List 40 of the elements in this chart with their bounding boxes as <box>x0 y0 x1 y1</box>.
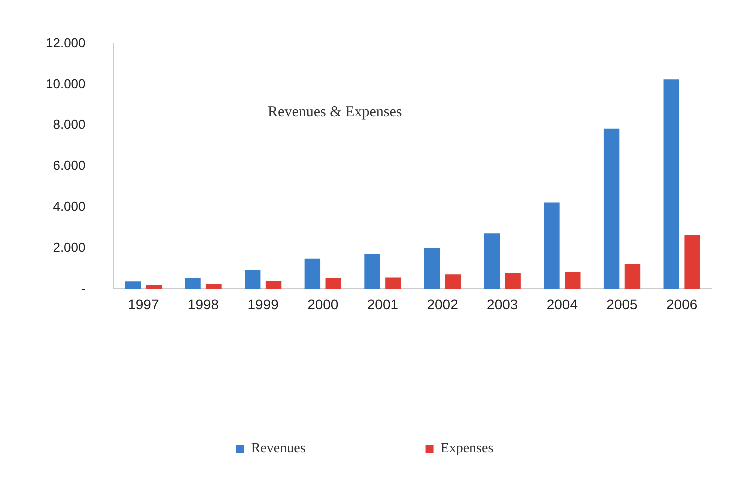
legend-label: Expenses <box>440 442 494 457</box>
bar <box>565 272 581 290</box>
bar <box>484 234 500 290</box>
bar <box>125 282 142 290</box>
x-tick-label: 1998 <box>188 296 220 312</box>
bar <box>544 202 560 290</box>
x-tick-label: 2004 <box>546 296 578 312</box>
bar <box>424 248 440 290</box>
bar <box>445 274 462 290</box>
bar <box>364 254 380 290</box>
bar <box>326 278 342 290</box>
bar <box>684 235 700 290</box>
bar <box>664 80 680 290</box>
bar <box>604 128 620 290</box>
text: Revenues & Expenses <box>268 104 402 120</box>
bar <box>624 264 641 290</box>
x-tick-label: 2003 <box>487 296 518 312</box>
bar <box>185 278 201 290</box>
y-tick-label: 6.000 <box>53 158 86 174</box>
x-tick-label: 2000 <box>308 296 339 312</box>
bar <box>386 278 402 290</box>
x-tick-label: 1999 <box>248 296 280 312</box>
x-tick-label: 2005 <box>606 296 638 312</box>
x-tick-label: 2006 <box>666 296 698 312</box>
y-tick-label: 2.000 <box>53 240 86 255</box>
bar <box>266 281 282 290</box>
y-tick-label: 12.000 <box>46 35 86 50</box>
bar <box>304 258 321 290</box>
y-tick-label: 4.000 <box>53 198 86 214</box>
bar <box>206 284 222 290</box>
y-tick-label: 10.000 <box>46 76 86 92</box>
legend-label: Revenues <box>251 442 306 457</box>
x-tick-label: 2002 <box>427 296 459 312</box>
x-tick-label: 1997 <box>128 296 160 312</box>
y-tick-label: 8.000 <box>53 117 86 132</box>
x-tick-label: 2001 <box>367 296 399 312</box>
bar <box>146 285 162 290</box>
bar <box>505 273 521 290</box>
y-tick-label: - <box>81 280 86 296</box>
bar <box>245 270 261 290</box>
